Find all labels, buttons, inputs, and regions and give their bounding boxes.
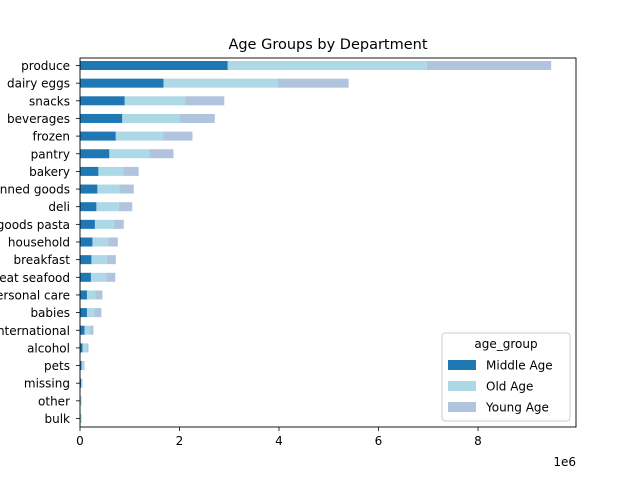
y-tick-label: dairy eggs [7,77,70,91]
bar-segment [115,131,164,141]
legend: age_group Middle Age Old Age Young Age [441,332,571,422]
bar-segment [426,61,552,70]
legend-title: age_group [474,337,537,351]
bar-segment [80,113,123,123]
legend-items: Middle Age Old Age Young Age [448,359,553,415]
bar-segment [83,361,85,371]
legend-label: Old Age [486,380,533,394]
x-tick-label: 4 [275,434,283,448]
bar-segment [81,361,84,371]
y-tick-label: breakfast [13,253,70,267]
y-tick-label: dry goods pasta [0,218,70,232]
x-tick-labels: 0 2 4 6 8 [76,427,482,448]
bar-segment [227,61,427,70]
bar-segment [80,343,83,353]
legend-frame [441,332,571,422]
bar-segment [80,255,92,265]
bar-segment [92,237,109,247]
bar-segment [80,290,87,300]
y-tick-label: international [0,324,70,338]
bar-segment [98,166,124,176]
legend-label: Young Age [485,401,549,415]
bar-segment [106,255,116,265]
x-axis-offset-label: 1e6 [553,455,576,469]
y-tick-label: babies [30,306,70,320]
bar-segment [108,237,118,247]
legend-swatch [448,402,476,412]
y-tick-label: snacks [29,94,70,108]
bar-segment [97,184,120,194]
y-tick-label: other [38,394,70,408]
bar-segment [80,78,164,88]
bar-segment [86,308,95,318]
y-tick-label: personal care [0,288,70,302]
legend-swatch [448,381,476,391]
bar-segment [163,78,279,88]
x-tick-label: 8 [474,434,482,448]
bar-segment [278,78,349,88]
bar-segment [122,113,180,123]
bar-segment [149,149,174,159]
legend-label: Middle Age [486,359,553,373]
y-tick-label: canned goods [0,183,70,197]
chart-title: Age Groups by Department [228,37,427,53]
bar-segment [119,184,134,194]
bar-segment [118,202,133,212]
bar-segment [80,378,82,388]
y-tick-label: meat seafood [0,271,70,285]
bar-segment [80,237,93,247]
y-tick-label: bulk [44,412,70,426]
y-tick-label: deli [48,200,70,214]
bar-segment [106,272,116,282]
bar-segment [80,166,99,176]
bar-segment [94,219,114,229]
y-tick-label: missing [24,377,70,391]
y-tick-label: household [8,236,70,250]
bar-segment [179,113,215,123]
bar-segment [91,255,107,265]
bar-segment [80,131,116,141]
bar-segment [113,219,124,229]
y-tick-label: produce [21,59,70,73]
bar-segment [80,308,87,318]
bar-segment [80,202,97,212]
bar-segment [80,96,125,106]
y-tick-label: alcohol [27,341,70,355]
bar-segment [163,131,193,141]
bar-segment [80,219,95,229]
x-tick-label: 6 [375,434,383,448]
bar-segment [123,166,139,176]
bar-segment [90,272,107,282]
bar-segment [84,325,91,335]
y-tick-label: pantry [31,147,70,161]
bar-segment [95,290,103,300]
x-tick-label: 0 [76,434,84,448]
legend-swatch [448,360,476,370]
plot-frame [79,57,577,428]
bar-segment [80,61,228,70]
bar-segment [80,272,91,282]
bar-segment [96,202,119,212]
bar-segment [86,343,89,353]
bar-segment [80,325,85,335]
bar-segment [80,378,81,388]
bar-segment [80,184,98,194]
bar-segment [109,149,150,159]
bar-segment [80,149,110,159]
bar-segment [90,325,94,335]
bar-segment [185,96,225,106]
y-tick-labels: produce dairy eggs snacks beverages frozen pa… [0,59,80,426]
bars-group [80,61,552,423]
bar-segment [80,361,82,371]
bar-segment [94,308,102,318]
y-tick-label: frozen [32,130,70,144]
y-tick-label: bakery [29,165,70,179]
y-tick-label: beverages [7,112,70,126]
x-tick-label: 2 [176,434,184,448]
bar-segment [86,290,96,300]
y-tick-label: pets [44,359,70,373]
bar-segment [82,343,87,353]
bar-segment [124,96,186,106]
